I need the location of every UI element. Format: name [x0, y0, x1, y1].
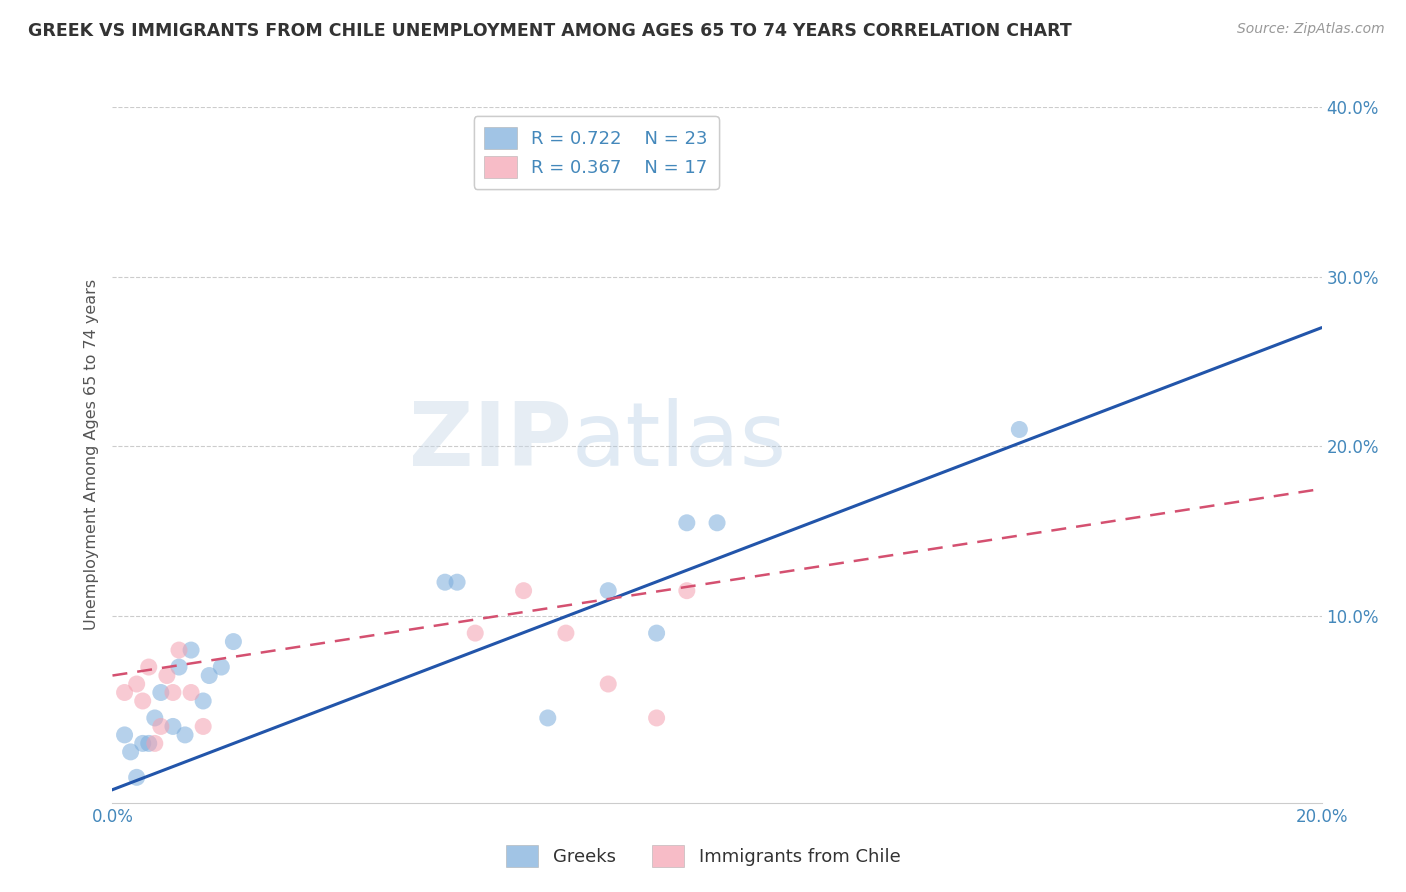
- Point: [125, 770, 148, 784]
- Point: [167, 643, 190, 657]
- Point: [537, 711, 560, 725]
- Point: [222, 634, 245, 648]
- Point: [132, 694, 155, 708]
- Point: [598, 583, 620, 598]
- Point: [1008, 422, 1031, 436]
- Point: [138, 660, 160, 674]
- Point: [132, 736, 155, 750]
- Point: [645, 711, 668, 725]
- Point: [156, 668, 179, 682]
- Point: [446, 575, 468, 590]
- Point: [120, 745, 142, 759]
- Point: [706, 516, 728, 530]
- Point: [675, 516, 697, 530]
- Point: [143, 736, 166, 750]
- Point: [149, 719, 172, 733]
- Point: [174, 728, 197, 742]
- Point: [162, 719, 184, 733]
- Text: GREEK VS IMMIGRANTS FROM CHILE UNEMPLOYMENT AMONG AGES 65 TO 74 YEARS CORRELATIO: GREEK VS IMMIGRANTS FROM CHILE UNEMPLOYM…: [28, 22, 1071, 40]
- Point: [675, 583, 697, 598]
- Point: [191, 694, 214, 708]
- Point: [554, 626, 576, 640]
- Point: [149, 685, 172, 699]
- Point: [191, 719, 214, 733]
- Point: [645, 626, 668, 640]
- Point: [114, 685, 136, 699]
- Legend: Greeks, Immigrants from Chile: Greeks, Immigrants from Chile: [498, 838, 908, 874]
- Point: [598, 677, 620, 691]
- Point: [114, 728, 136, 742]
- Text: Source: ZipAtlas.com: Source: ZipAtlas.com: [1237, 22, 1385, 37]
- Text: atlas: atlas: [572, 398, 787, 484]
- Point: [512, 583, 534, 598]
- Point: [198, 668, 221, 682]
- Point: [167, 660, 190, 674]
- Y-axis label: Unemployment Among Ages 65 to 74 years: Unemployment Among Ages 65 to 74 years: [83, 279, 98, 631]
- Legend: R = 0.722    N = 23, R = 0.367    N = 17: R = 0.722 N = 23, R = 0.367 N = 17: [474, 116, 718, 189]
- Point: [138, 736, 160, 750]
- Point: [433, 575, 456, 590]
- Point: [125, 677, 148, 691]
- Point: [209, 660, 232, 674]
- Point: [162, 685, 184, 699]
- Point: [464, 626, 486, 640]
- Point: [180, 685, 202, 699]
- Text: ZIP: ZIP: [409, 398, 572, 484]
- Point: [143, 711, 166, 725]
- Point: [180, 643, 202, 657]
